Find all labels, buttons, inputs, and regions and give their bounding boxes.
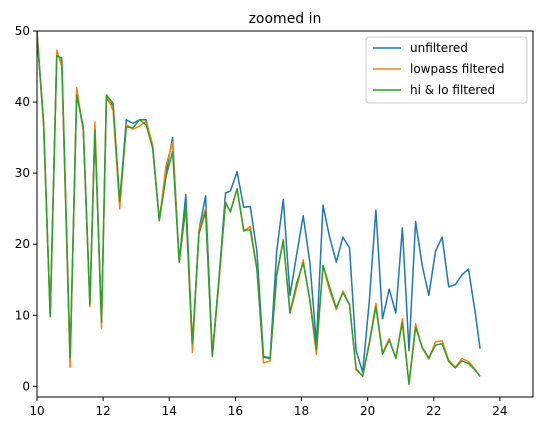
- x-tick-label: 16: [228, 404, 243, 418]
- x-tick-label: 18: [294, 404, 309, 418]
- x-tick-label: 10: [29, 404, 44, 418]
- series-line-2: [37, 35, 481, 385]
- x-tick-label: 22: [426, 404, 441, 418]
- x-tick-label: 14: [162, 404, 177, 418]
- y-tick-label: 10: [15, 308, 30, 322]
- y-tick-label: 0: [22, 379, 30, 393]
- x-tick-label: 12: [95, 404, 110, 418]
- plot-frame: [36, 30, 534, 398]
- legend-label-1: lowpass filtered: [410, 62, 504, 76]
- legend: unfiltered lowpass filtered hi & lo filter…: [365, 36, 528, 104]
- chart-title: zoomed in: [249, 11, 322, 27]
- x-tick-label: 20: [360, 404, 375, 418]
- legend-label-0: unfiltered: [410, 41, 468, 55]
- y-tick-label: 50: [15, 24, 30, 38]
- y-tick-label: 30: [15, 166, 30, 180]
- y-tick-label: 40: [15, 95, 30, 109]
- legend-label-2: hi & lo filtered: [410, 83, 495, 97]
- y-tick-label: 20: [15, 237, 30, 251]
- x-tick-label: 24: [492, 404, 507, 418]
- legend-box: [365, 36, 528, 104]
